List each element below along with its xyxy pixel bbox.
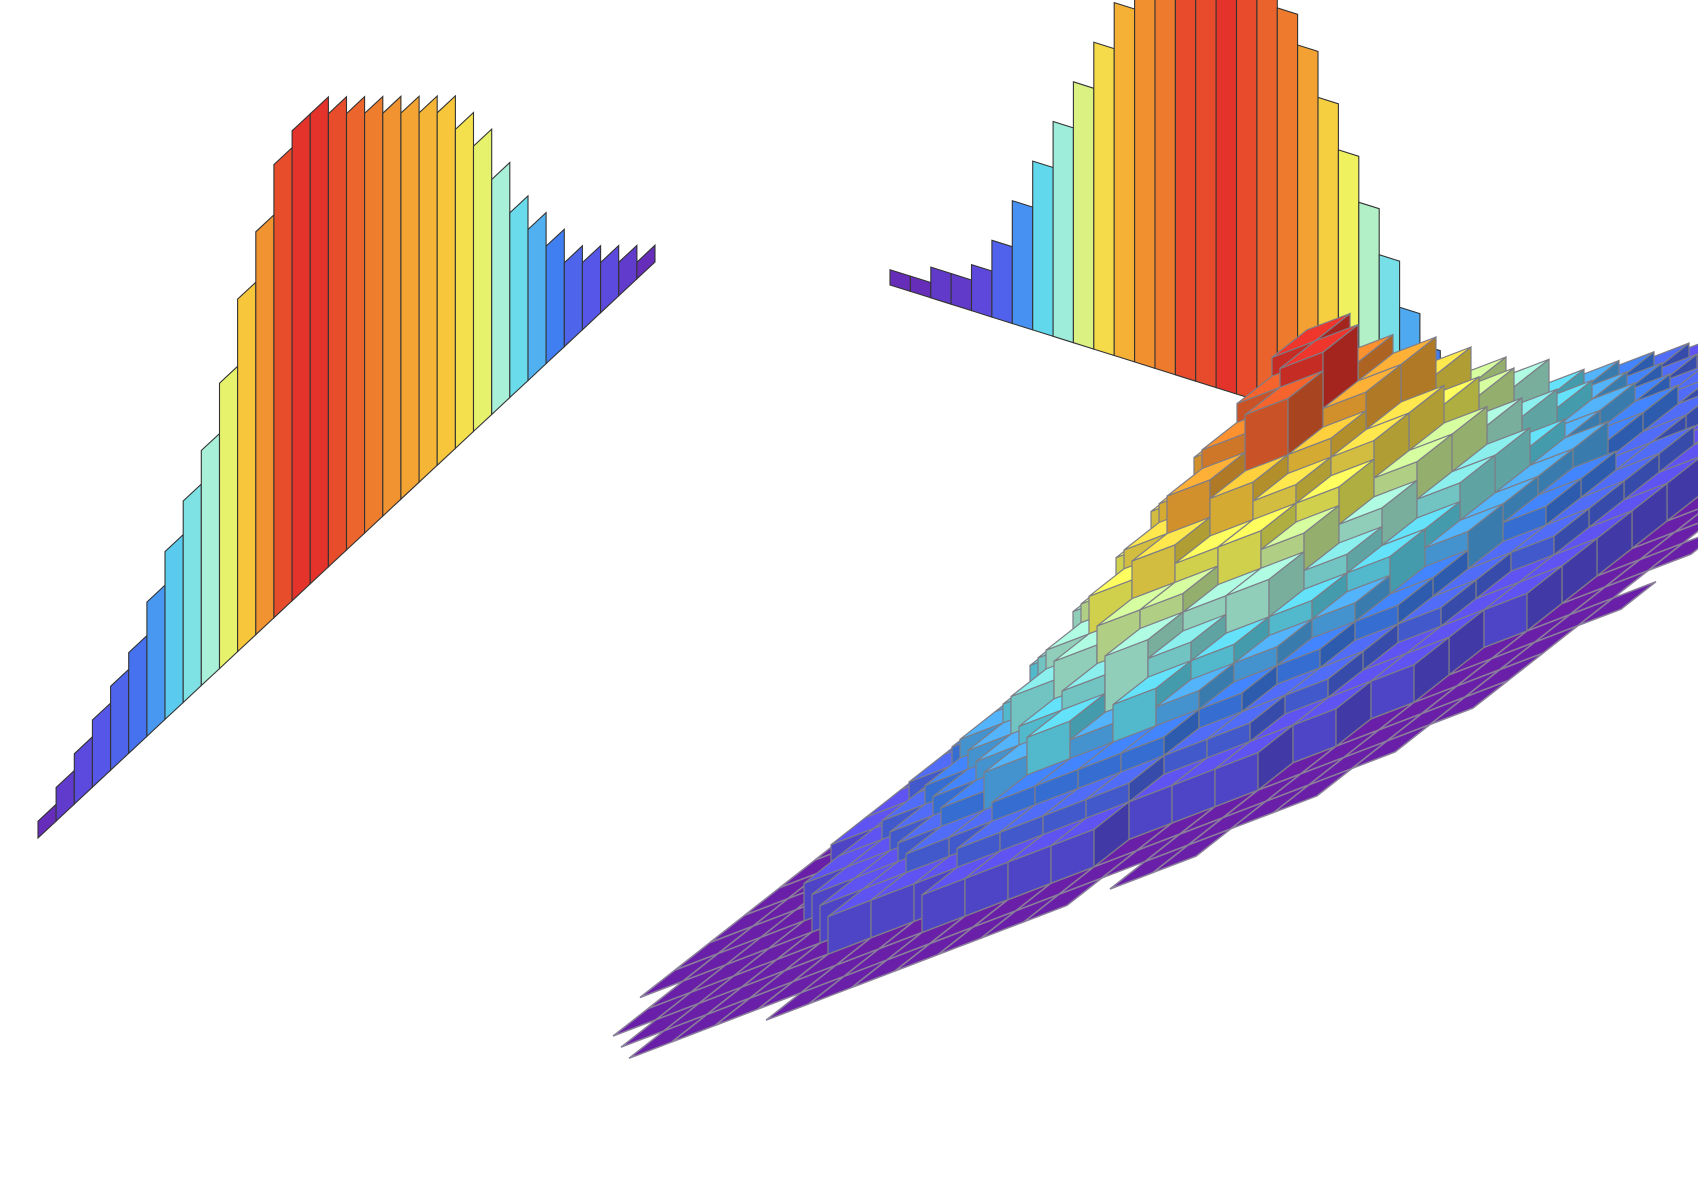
- right-marginal-bar: [1093, 41, 1115, 357]
- left-marginal-bar: [472, 127, 493, 433]
- bar-face-top: [1354, 577, 1434, 623]
- left-marginal-bar: [37, 803, 57, 840]
- bar-face-top: [1338, 479, 1418, 525]
- bar-face-top: [1225, 551, 1305, 597]
- bar-face-top: [1311, 574, 1391, 620]
- bar-face-top: [1244, 370, 1324, 416]
- left-marginal-bar: [636, 243, 656, 281]
- left-marginal-bar: [527, 211, 547, 382]
- right-marginal-bar: [1134, 0, 1156, 370]
- right-marginal-bar: [1052, 120, 1074, 344]
- left-marginal-bar: [545, 227, 565, 365]
- bar-face-top: [1279, 324, 1359, 370]
- right-marginal-bar: [1235, 0, 1258, 402]
- bar-face-top: [1483, 565, 1563, 611]
- right-marginal-bar: [1032, 160, 1054, 338]
- left-marginal-bar: [55, 769, 75, 823]
- left-marginal-bar: [128, 634, 148, 755]
- left-marginal-bar: [309, 95, 329, 586]
- left-marginal-bar: [454, 111, 475, 450]
- bars-3d: [803, 312, 1698, 955]
- bar-face-top: [1330, 412, 1410, 458]
- right-marginal-bar: [930, 266, 952, 305]
- bar-face-top: [1271, 312, 1351, 358]
- right-marginal-bar: [1011, 199, 1034, 331]
- right-marginal-bar: [950, 272, 973, 312]
- left-marginal-bar: [182, 482, 202, 704]
- bar-face-top: [1370, 636, 1450, 682]
- left-marginal-bar: [200, 432, 221, 687]
- left-marginal-bar: [218, 365, 239, 670]
- right-marginal-bar: [1256, 0, 1278, 408]
- right-marginal-bar: [1154, 0, 1176, 376]
- bar-face-top: [1295, 458, 1375, 504]
- left-marginal-bar: [110, 668, 130, 772]
- left-marginal-bar: [237, 280, 257, 653]
- left-marginal-histogram: [37, 94, 656, 840]
- bar-face-top: [1424, 503, 1504, 549]
- left-marginal-bar: [364, 95, 384, 535]
- histogram-bar: [1292, 679, 1372, 764]
- right-marginal-bar: [970, 263, 993, 318]
- right-marginal-bar: [991, 239, 1013, 325]
- left-marginal-bar: [581, 244, 602, 332]
- bar-face-top: [1510, 507, 1590, 554]
- floor-cell: [1639, 522, 1698, 561]
- left-marginal-bar: [509, 194, 529, 399]
- left-marginal-bar: [146, 583, 166, 738]
- bar-face-top: [1502, 478, 1582, 524]
- bar-face-top: [1260, 504, 1340, 551]
- bar-face-top: [1284, 650, 1364, 696]
- histogram-bar: [1214, 723, 1294, 808]
- right-marginal-bar: [1215, 0, 1238, 395]
- right-marginal-bar: [1072, 81, 1095, 350]
- left-marginal-bar: [91, 701, 112, 789]
- bar-face-top: [1346, 528, 1426, 574]
- histogram-bar: [1483, 564, 1563, 649]
- left-marginal-bar: [436, 94, 456, 467]
- left-marginal-bar: [600, 244, 620, 315]
- left-marginal-bar: [291, 112, 311, 603]
- bar-face-top: [1322, 363, 1402, 409]
- histogram-bar: [1050, 800, 1130, 885]
- left-marginal-bar: [255, 213, 275, 636]
- bar-face-top: [1416, 454, 1496, 500]
- right-marginal-bar: [909, 275, 932, 299]
- right-marginal-bar: [1174, 0, 1197, 382]
- left-marginal-bar: [345, 95, 366, 552]
- bar-face-top: [1373, 433, 1453, 479]
- left-marginal-bar: [418, 94, 438, 484]
- left-marginal-bar: [618, 244, 638, 298]
- left-marginal-bar: [164, 533, 184, 721]
- right-marginal-bar: [1195, 0, 1217, 389]
- right-marginal-bar: [1113, 1, 1136, 363]
- left-marginal-bar: [563, 244, 583, 348]
- left-marginal-bar: [400, 94, 420, 501]
- left-marginal-bar: [73, 735, 93, 806]
- floor-cell: [1577, 580, 1657, 627]
- right-marginal-bar: [889, 268, 911, 293]
- left-marginal-bar: [491, 161, 511, 416]
- bar-face-top: [1287, 410, 1367, 456]
- histogram-bar: [1370, 636, 1450, 720]
- left-marginal-bar: [327, 95, 348, 569]
- bar-face-top: [1685, 423, 1698, 435]
- floor-cell: [1647, 536, 1698, 572]
- left-marginal-bar: [273, 146, 293, 620]
- left-marginal-bar: [382, 95, 402, 518]
- bar-face-top: [1397, 579, 1477, 625]
- floor-cell: [1674, 512, 1698, 533]
- bar-face-top: [1303, 526, 1383, 572]
